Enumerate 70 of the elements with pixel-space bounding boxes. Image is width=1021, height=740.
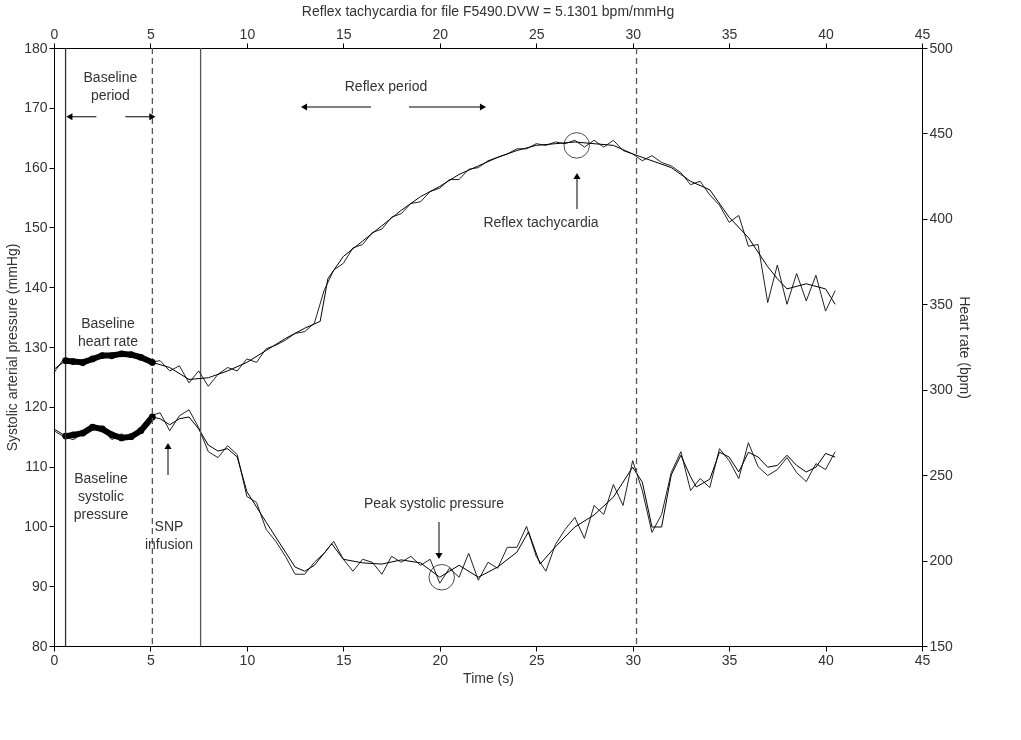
point xyxy=(98,425,106,433)
y-tick-label: 170 xyxy=(24,99,48,116)
y-tick-label: 180 xyxy=(24,39,48,56)
x-tick-label: 20 xyxy=(432,651,449,668)
x-tick-label: 0 xyxy=(50,651,59,668)
y-tick-label: 110 xyxy=(25,458,48,475)
point xyxy=(89,423,96,431)
y-tick-label: 120 xyxy=(24,398,48,415)
x2-tick-label: 20 xyxy=(432,25,449,42)
point xyxy=(563,132,590,159)
point xyxy=(118,350,125,358)
y-tick-label: 150 xyxy=(24,218,48,235)
x-tick-label: 35 xyxy=(721,651,738,668)
y2-tick-label: 400 xyxy=(929,210,954,227)
x-tick-label: 10 xyxy=(239,651,256,668)
annotation: Reflex tachycardia xyxy=(483,214,599,230)
point xyxy=(108,431,116,439)
y2-tick-label: 500 xyxy=(929,39,954,56)
annotation: SNP infusion xyxy=(144,518,194,552)
x2-tick-label: 0 xyxy=(50,25,59,42)
y-axis-title: Systolic arterial pressure (mmHg) xyxy=(4,243,21,452)
point xyxy=(62,357,69,365)
y2-tick-label: 350 xyxy=(929,295,954,312)
x2-tick-label: 15 xyxy=(336,25,352,42)
point xyxy=(149,359,156,366)
annotation: Baseline systolic pressure xyxy=(73,470,129,522)
point xyxy=(79,359,87,366)
y-tick-label: 80 xyxy=(31,637,48,654)
point xyxy=(98,352,106,359)
point xyxy=(118,434,125,442)
point xyxy=(137,353,145,361)
x2-tick-label: 10 xyxy=(239,25,256,42)
y-tick-label: 100 xyxy=(24,517,48,534)
point xyxy=(127,433,135,441)
x2-tick-label: 5 xyxy=(147,25,156,42)
chart-title: Reflex tachycardia for file F5490.DVW = 5.1301 bpm/mmHg xyxy=(301,3,675,19)
x2-tick-label: 45 xyxy=(914,25,931,42)
y-tick-label: 160 xyxy=(24,159,48,176)
y2-tick-label: 300 xyxy=(929,381,954,398)
point xyxy=(137,427,145,435)
point xyxy=(108,352,116,359)
point xyxy=(428,564,455,591)
y2-tick-label: 450 xyxy=(929,124,954,141)
x2-tick-label: 30 xyxy=(625,25,642,42)
annotation: Reflex period xyxy=(344,78,428,94)
y2-tick-label: 150 xyxy=(929,637,954,654)
x2-tick-label: 35 xyxy=(721,25,738,42)
x2-tick-label: 40 xyxy=(818,25,835,42)
x-tick-label: 5 xyxy=(147,651,156,668)
x-tick-label: 15 xyxy=(336,651,352,668)
annotation: Baseline heart rate xyxy=(78,315,139,349)
y-tick-label: 130 xyxy=(24,338,48,355)
y2-tick-label: 200 xyxy=(929,552,954,569)
x-tick-label: 45 xyxy=(914,651,931,668)
x-axis-title: Time (s) xyxy=(463,669,514,686)
point xyxy=(149,413,156,421)
annotation: Peak systolic pressure xyxy=(363,495,505,511)
point xyxy=(127,351,135,359)
x-tick-label: 30 xyxy=(625,651,642,668)
point xyxy=(89,355,96,363)
y2-tick-label: 250 xyxy=(929,466,954,483)
y-tick-label: 90 xyxy=(31,577,48,594)
annotation: Baseline period xyxy=(83,68,138,103)
point xyxy=(79,429,87,437)
point xyxy=(69,431,77,439)
x-tick-label: 40 xyxy=(818,651,835,668)
y-tick-label: 140 xyxy=(24,278,48,295)
x2-tick-label: 25 xyxy=(528,25,545,42)
y2-axis-title: Heart rate (bpm) xyxy=(956,296,973,399)
x-tick-label: 25 xyxy=(528,651,545,668)
